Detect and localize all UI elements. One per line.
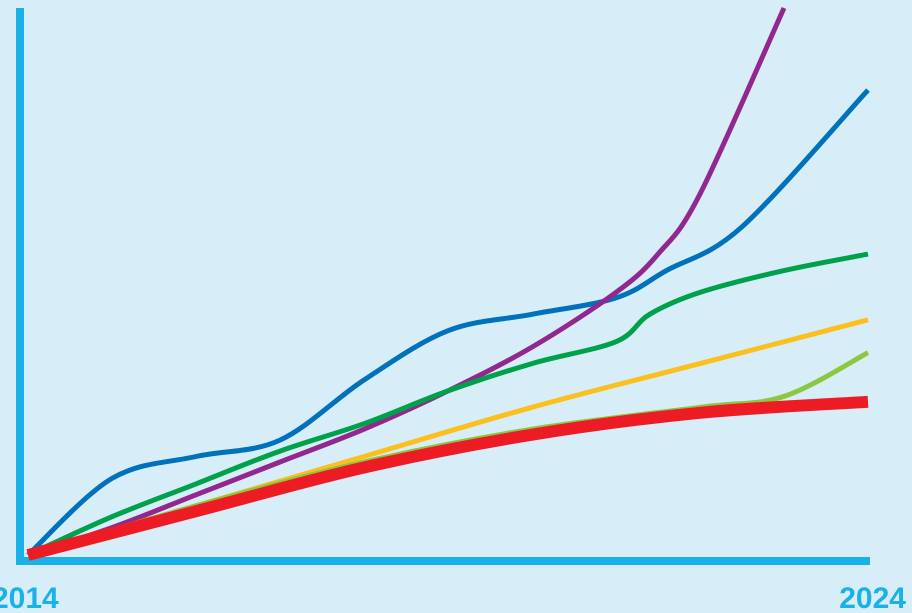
x-tick-label-start: 2014	[0, 582, 59, 613]
series-line-6	[28, 402, 868, 555]
series-line-1	[28, 90, 868, 555]
series-line-2	[28, 8, 784, 555]
x-tick-label-end: 2024	[839, 582, 906, 613]
series-layer	[28, 8, 868, 555]
